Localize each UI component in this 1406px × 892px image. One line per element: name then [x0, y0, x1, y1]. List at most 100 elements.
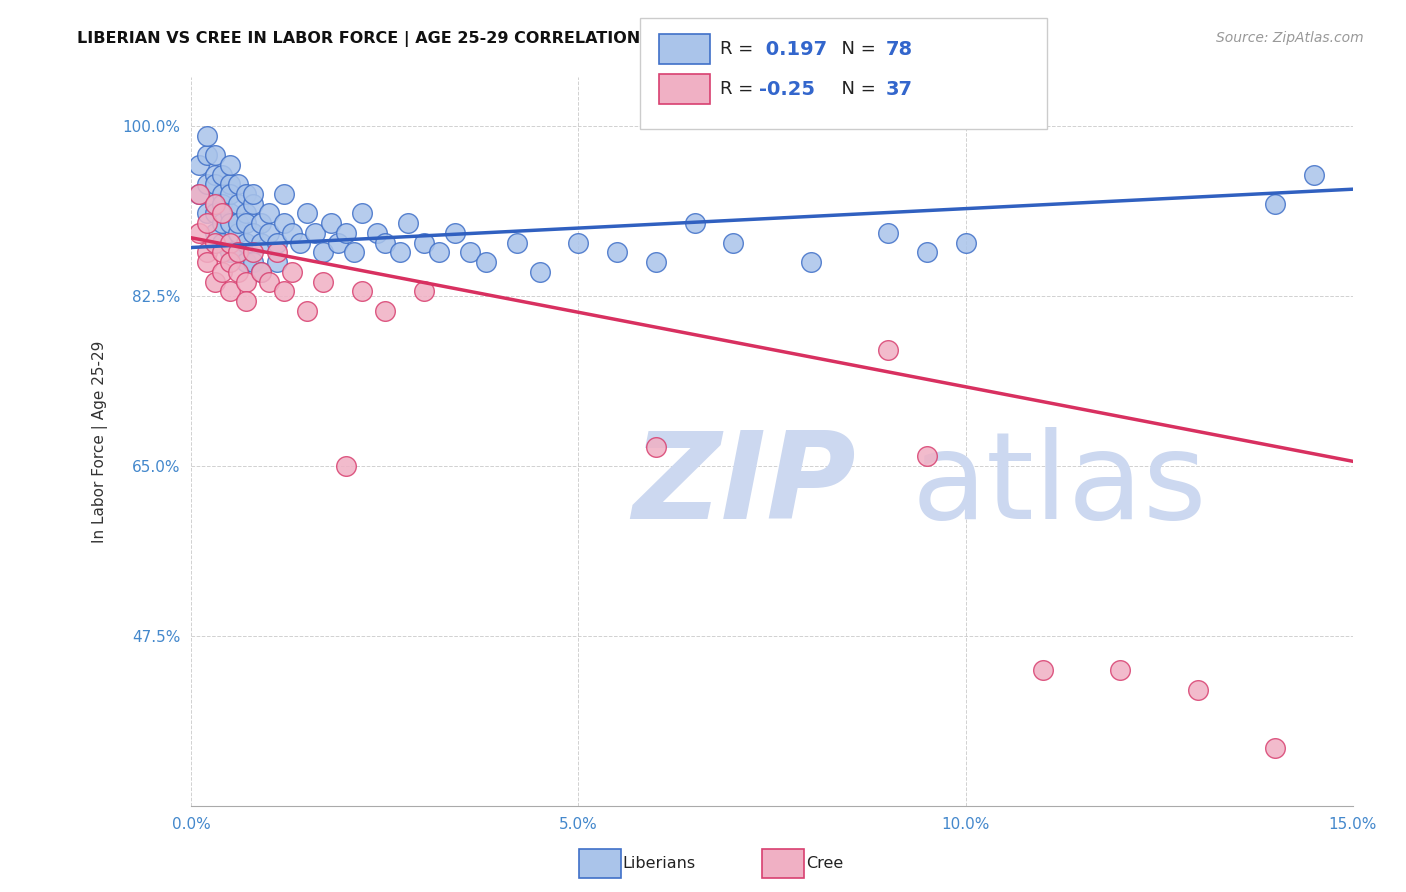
Point	[195, 245, 218, 260]
Point	[800, 255, 823, 269]
Point	[242, 226, 264, 240]
Text: 78: 78	[886, 39, 912, 59]
Point	[235, 275, 257, 289]
Point	[242, 196, 264, 211]
Point	[211, 216, 233, 230]
Point	[211, 235, 233, 250]
Text: Cree: Cree	[806, 856, 842, 871]
Point	[273, 187, 295, 202]
Point	[427, 245, 450, 260]
Point	[235, 293, 257, 308]
Point	[204, 178, 226, 192]
Point	[188, 158, 211, 172]
Point	[505, 235, 527, 250]
Point	[195, 216, 218, 230]
Point	[188, 187, 211, 202]
Text: LIBERIAN VS CREE IN LABOR FORCE | AGE 25-29 CORRELATION CHART: LIBERIAN VS CREE IN LABOR FORCE | AGE 25…	[77, 31, 706, 47]
Point	[204, 226, 226, 240]
Point	[458, 245, 481, 260]
Point	[1303, 168, 1326, 182]
Point	[312, 275, 335, 289]
Point	[195, 148, 218, 162]
Point	[389, 245, 412, 260]
Point	[606, 245, 628, 260]
Point	[204, 148, 226, 162]
Point	[219, 206, 242, 220]
Point	[235, 216, 257, 230]
Point	[211, 168, 233, 182]
Point	[281, 226, 304, 240]
Point	[297, 303, 319, 318]
Point	[304, 226, 326, 240]
Text: -0.25: -0.25	[759, 79, 815, 99]
Point	[877, 343, 900, 357]
Point	[219, 245, 242, 260]
Point	[335, 226, 357, 240]
Point	[257, 206, 280, 220]
Point	[1109, 663, 1132, 677]
Point	[955, 235, 977, 250]
Point	[281, 265, 304, 279]
Point	[335, 459, 357, 474]
Point	[242, 255, 264, 269]
Point	[683, 216, 706, 230]
Point	[374, 235, 396, 250]
Text: N =: N =	[830, 40, 882, 58]
Point	[288, 235, 311, 250]
Point	[328, 235, 350, 250]
Point	[474, 255, 496, 269]
Point	[211, 245, 233, 260]
Point	[1187, 682, 1209, 697]
Point	[226, 216, 249, 230]
Point	[235, 187, 257, 202]
Point	[250, 265, 273, 279]
Text: 0.197: 0.197	[759, 39, 827, 59]
Point	[195, 128, 218, 143]
Point	[644, 440, 666, 454]
Point	[312, 245, 335, 260]
Point	[226, 245, 249, 260]
Text: ZIP: ZIP	[633, 427, 856, 544]
Point	[1032, 663, 1054, 677]
Point	[211, 196, 233, 211]
Point	[235, 206, 257, 220]
Point	[226, 178, 249, 192]
Point	[443, 226, 465, 240]
Text: 37: 37	[886, 79, 912, 99]
Point	[250, 235, 273, 250]
Point	[195, 206, 218, 220]
Point	[211, 206, 233, 220]
Point	[211, 187, 233, 202]
Point	[195, 178, 218, 192]
Point	[877, 226, 900, 240]
Point	[529, 265, 551, 279]
Point	[204, 235, 226, 250]
Point	[219, 284, 242, 298]
Point	[366, 226, 388, 240]
Point	[242, 245, 264, 260]
Point	[204, 196, 226, 211]
Point	[219, 255, 242, 269]
Point	[266, 235, 288, 250]
Point	[219, 235, 242, 250]
Point	[257, 275, 280, 289]
Point	[319, 216, 342, 230]
Point	[226, 245, 249, 260]
Point	[1264, 741, 1286, 756]
Point	[396, 216, 419, 230]
Point	[226, 196, 249, 211]
Point	[219, 178, 242, 192]
Point	[235, 255, 257, 269]
Point	[242, 187, 264, 202]
Point	[343, 245, 366, 260]
Point	[204, 196, 226, 211]
Point	[412, 284, 434, 298]
Point	[723, 235, 745, 250]
Point	[219, 158, 242, 172]
Point	[350, 284, 373, 298]
Text: R =: R =	[720, 80, 759, 98]
Point	[644, 255, 666, 269]
Point	[350, 206, 373, 220]
Point	[374, 303, 396, 318]
Point	[266, 245, 288, 260]
